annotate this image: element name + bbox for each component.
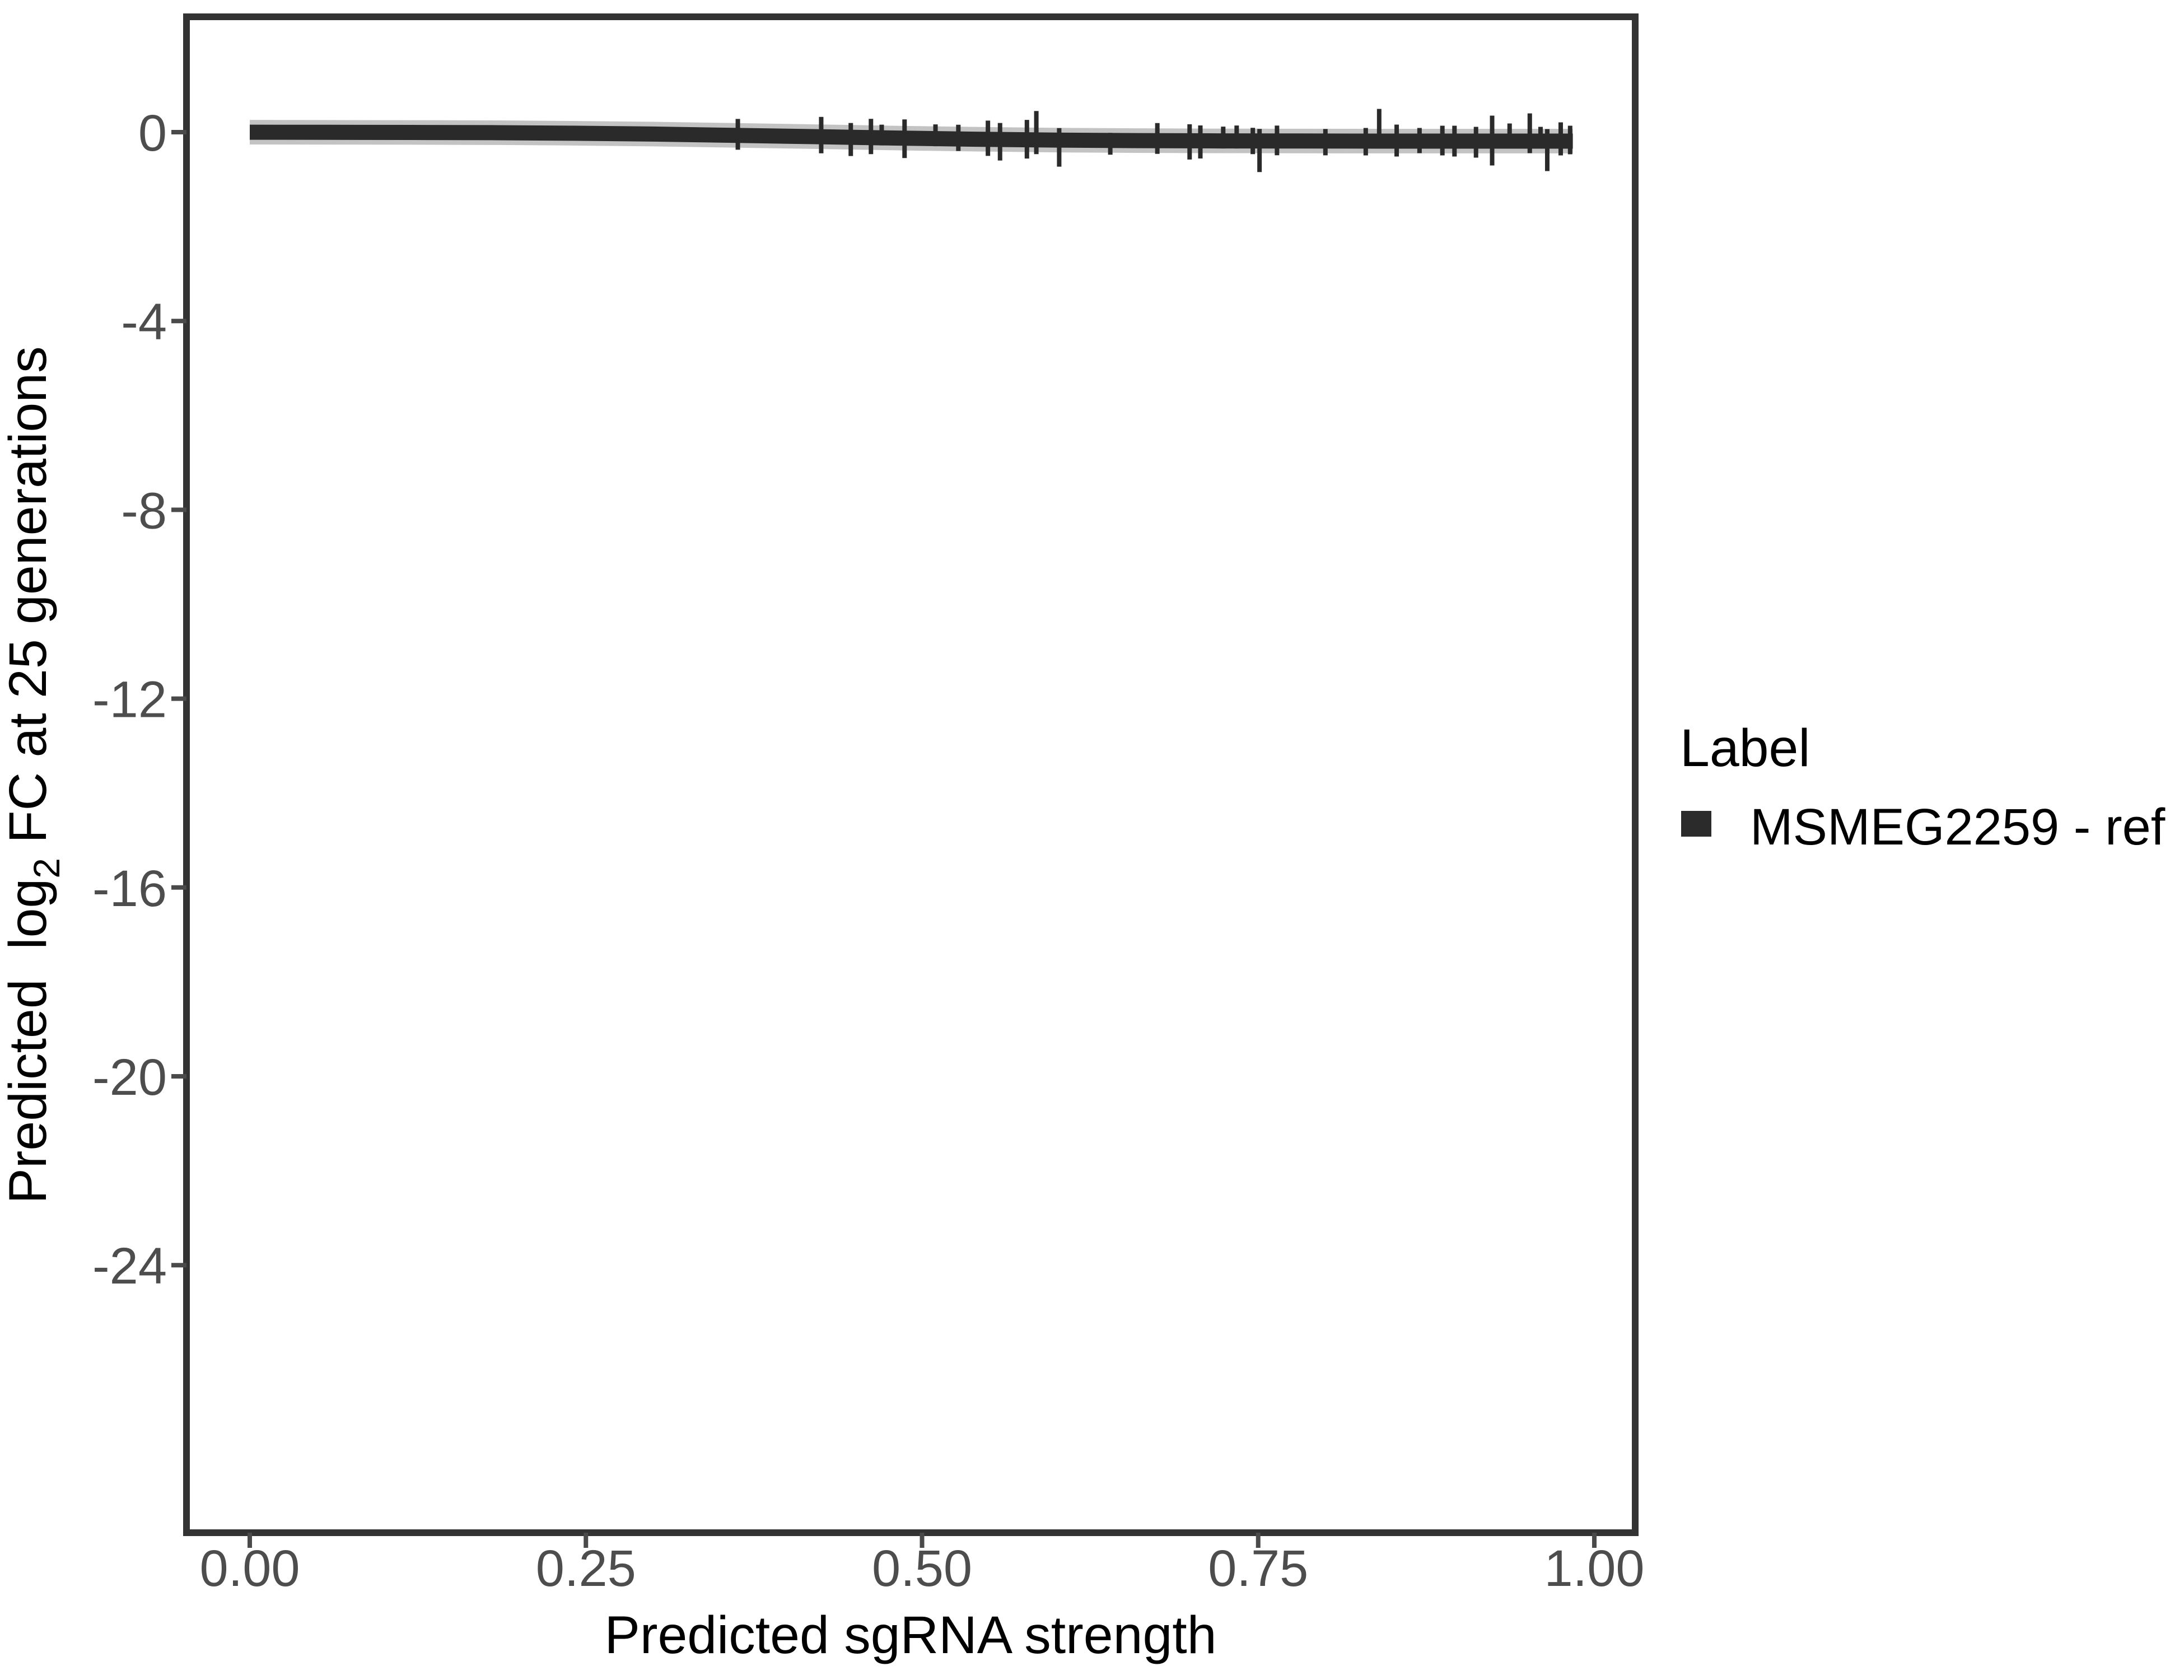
legend-key-swatch bbox=[1681, 811, 1711, 837]
x-tick-label: 1.00 bbox=[1544, 1540, 1644, 1597]
x-axis-title: Predicted sgRNA strength bbox=[604, 1606, 1216, 1665]
y-axis-title-subscript: 2 bbox=[26, 858, 67, 879]
y-tick-label: -20 bbox=[92, 1049, 167, 1106]
legend-title: Label bbox=[1680, 718, 1810, 778]
legend: Label MSMEG2259 - ref bbox=[1680, 718, 2166, 856]
x-axis-ticks: 0.00 0.25 0.50 0.75 1.00 bbox=[199, 1533, 1645, 1597]
y-tick-label: -8 bbox=[121, 482, 167, 539]
y-axis-ticks: 0 -4 -8 -12 -16 -20 -24 bbox=[92, 105, 186, 1295]
error-bar-ticks bbox=[735, 109, 1572, 172]
x-tick-label: 0.75 bbox=[1208, 1540, 1308, 1597]
y-tick-label: -4 bbox=[121, 293, 167, 351]
panel-border bbox=[183, 13, 1639, 1536]
y-tick-label: -12 bbox=[92, 671, 167, 729]
x-tick-label: 0.50 bbox=[872, 1540, 972, 1597]
y-axis-title-post: FC at 25 generations bbox=[0, 346, 58, 858]
y-axis-title-pre: Predicted log bbox=[0, 879, 58, 1204]
plot-panel bbox=[186, 17, 1635, 1533]
x-tick-label: 0.00 bbox=[199, 1540, 300, 1597]
y-tick-label: -24 bbox=[92, 1238, 167, 1295]
y-tick-label: 0 bbox=[138, 105, 167, 162]
x-tick-label: 0.25 bbox=[536, 1540, 636, 1597]
legend-entry-label: MSMEG2259 - ref bbox=[1750, 799, 2166, 856]
y-tick-label: -16 bbox=[92, 860, 167, 917]
y-axis-title: Predicted log2 FC at 25 generations bbox=[0, 346, 67, 1203]
